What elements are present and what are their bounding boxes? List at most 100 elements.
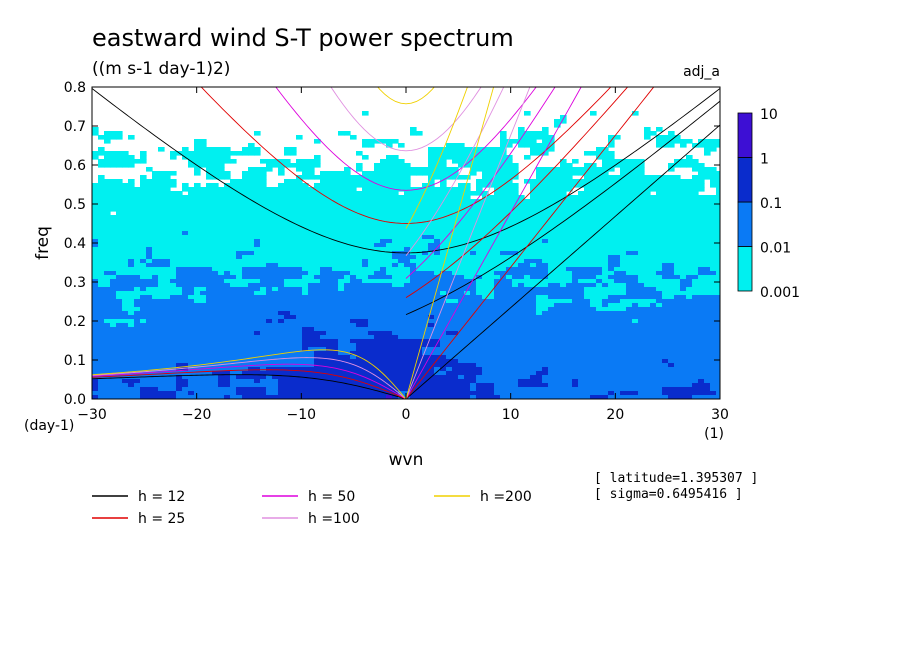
heatmap-cell [314, 211, 321, 216]
heatmap-cell [188, 199, 195, 204]
heatmap-cell [380, 307, 387, 312]
heatmap-cell [314, 223, 321, 228]
heatmap-cell [644, 339, 651, 344]
heatmap-cell [302, 323, 309, 328]
heatmap-cell [512, 331, 519, 336]
heatmap-cell [122, 327, 129, 332]
heatmap-cell [278, 347, 285, 352]
heatmap-cell [374, 331, 381, 336]
heatmap-cell [554, 211, 561, 216]
heatmap-cell [680, 263, 687, 268]
heatmap-cell [236, 315, 243, 320]
heatmap-cell [626, 167, 633, 172]
heatmap-cell [506, 167, 513, 172]
heatmap-cell [614, 231, 621, 236]
heatmap-cell [158, 275, 165, 280]
heatmap-cell [560, 267, 567, 272]
heatmap-cell [92, 215, 99, 220]
heatmap-cell [92, 347, 99, 352]
heatmap-cell [110, 303, 117, 308]
heatmap-cell [104, 315, 111, 320]
heatmap-cell [656, 335, 663, 340]
heatmap-cell [122, 187, 129, 192]
heatmap-cell [620, 311, 627, 316]
heatmap-cell [170, 227, 177, 232]
heatmap-cell [500, 323, 507, 328]
heatmap-cell [680, 331, 687, 336]
heatmap-cell [242, 251, 249, 256]
heatmap-cell [110, 307, 117, 312]
heatmap-cell [548, 283, 555, 288]
heatmap-cell [524, 203, 531, 208]
heatmap-cell [518, 331, 525, 336]
heatmap-cell [608, 191, 615, 196]
heatmap-cell [512, 215, 519, 220]
heatmap-cell [368, 307, 375, 312]
heatmap-cell [200, 215, 207, 220]
heatmap-cell [518, 303, 525, 308]
heatmap-cell [674, 343, 681, 348]
heatmap-cell [320, 195, 327, 200]
heatmap-cell [314, 335, 321, 340]
heatmap-cell [560, 255, 567, 260]
heatmap-cell [248, 323, 255, 328]
heatmap-cell [632, 251, 639, 256]
heatmap-cell [128, 187, 135, 192]
heatmap-cell [626, 227, 633, 232]
heatmap-cell [326, 259, 333, 264]
heatmap-cell [464, 295, 471, 300]
heatmap-cell [404, 219, 411, 224]
heatmap-cell [302, 215, 309, 220]
heatmap-cell [230, 159, 237, 164]
heatmap-cell [110, 267, 117, 272]
heatmap-cell [326, 275, 333, 280]
heatmap-cell [296, 195, 303, 200]
heatmap-cell [344, 199, 351, 204]
heatmap-cell [344, 299, 351, 304]
heatmap-cell [368, 207, 375, 212]
heatmap-cell [572, 287, 579, 292]
heatmap-cell [602, 267, 609, 272]
heatmap-cell [320, 231, 327, 236]
heatmap-cell [632, 331, 639, 336]
heatmap-cell [500, 227, 507, 232]
heatmap-cell [356, 231, 363, 236]
heatmap-cell [206, 155, 213, 160]
heatmap-cell [212, 219, 219, 224]
heatmap-cell [434, 159, 441, 164]
heatmap-cell [686, 187, 693, 192]
heatmap-cell [272, 263, 279, 268]
heatmap-cell [212, 279, 219, 284]
heatmap-cell [356, 331, 363, 336]
heatmap-cell [158, 263, 165, 268]
heatmap-cell [380, 291, 387, 296]
heatmap-cell [398, 275, 405, 280]
heatmap-cell [284, 307, 291, 312]
heatmap-cell [458, 151, 465, 156]
heatmap-cell [536, 195, 543, 200]
heatmap-cell [218, 275, 225, 280]
heatmap-cell [338, 235, 345, 240]
heatmap-cell [452, 243, 459, 248]
heatmap-cell [530, 295, 537, 300]
heatmap-cell [668, 287, 675, 292]
heatmap-cell [140, 243, 147, 248]
heatmap-cell [548, 187, 555, 192]
heatmap-cell [302, 223, 309, 228]
heatmap-cell [146, 339, 153, 344]
heatmap-cell [212, 303, 219, 308]
heatmap-cell [578, 347, 585, 352]
heatmap-cell [110, 283, 117, 288]
heatmap-cell [266, 199, 273, 204]
heatmap-cell [644, 279, 651, 284]
heatmap-cell [170, 247, 177, 252]
heatmap-cell [602, 167, 609, 172]
heatmap-cell [392, 343, 399, 348]
heatmap-cell [536, 235, 543, 240]
heatmap-cell [602, 343, 609, 348]
heatmap-cell [374, 223, 381, 228]
heatmap-cell [560, 303, 567, 308]
heatmap-cell [416, 299, 423, 304]
heatmap-cell [230, 283, 237, 288]
heatmap-cell [284, 271, 291, 276]
